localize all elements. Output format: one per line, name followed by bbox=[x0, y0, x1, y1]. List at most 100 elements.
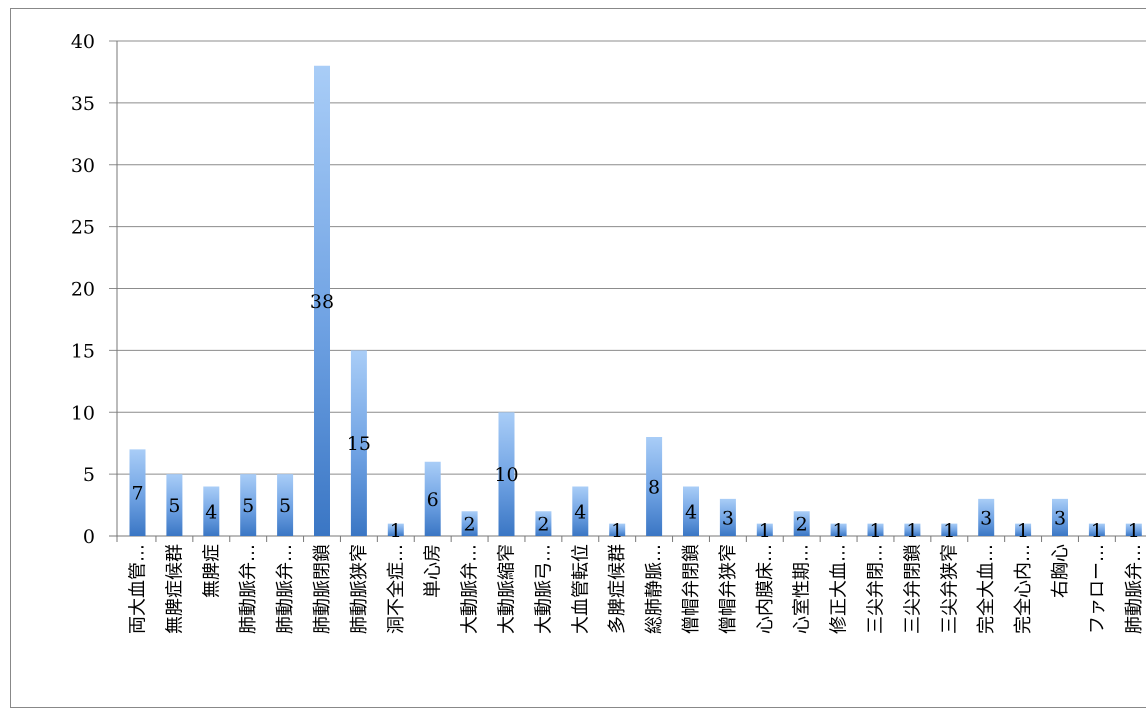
data-label: 4 bbox=[574, 501, 586, 523]
x-category-label: 肺動脈閉鎖 bbox=[312, 544, 333, 634]
x-category-label: 肺動脈弁… bbox=[238, 544, 259, 634]
data-label: 4 bbox=[685, 501, 697, 523]
x-category-label: 心内膜床… bbox=[755, 544, 776, 634]
bar bbox=[535, 511, 552, 536]
bar bbox=[498, 412, 515, 536]
y-tick-label: 40 bbox=[71, 31, 95, 53]
data-label: 1 bbox=[869, 520, 881, 542]
data-label: 1 bbox=[390, 520, 402, 542]
bars bbox=[129, 65, 1142, 536]
y-tick-label: 25 bbox=[71, 217, 95, 239]
x-category-label: 多脾症候群 bbox=[607, 544, 628, 634]
bar bbox=[646, 437, 663, 536]
bar bbox=[830, 523, 847, 536]
x-category-label: 大動脈弁… bbox=[460, 544, 481, 634]
data-label: 1 bbox=[833, 520, 845, 542]
data-label: 8 bbox=[648, 477, 660, 499]
data-label: 5 bbox=[279, 495, 291, 517]
bar bbox=[166, 474, 183, 536]
y-tick-label: 0 bbox=[83, 526, 95, 548]
x-category-label: 総肺静脈… bbox=[644, 544, 665, 634]
bar bbox=[572, 486, 589, 536]
bar bbox=[387, 523, 404, 536]
bar bbox=[203, 486, 220, 536]
data-label: 4 bbox=[205, 501, 217, 523]
x-category-label: 肺動脈弁… bbox=[1124, 544, 1145, 634]
x-category-label: 無脾症候群 bbox=[164, 544, 185, 634]
data-labels: 7 5 4 5 5 38 15 1 6 2 10 2 4 1 8 4 3 1 2 1 1 1 1 3 1 3 1 1 bbox=[131, 291, 1139, 542]
x-category-label: 僧帽弁閉鎖 bbox=[681, 544, 702, 634]
bar bbox=[314, 65, 330, 536]
x-category-label: 三尖弁閉… bbox=[866, 544, 887, 634]
bar bbox=[978, 498, 995, 536]
data-label: 3 bbox=[1054, 507, 1066, 529]
y-tick-label: 10 bbox=[71, 402, 95, 424]
data-label: 38 bbox=[310, 291, 334, 313]
bar bbox=[240, 474, 257, 536]
x-category-label: 修正大血… bbox=[829, 544, 850, 634]
data-label: 1 bbox=[1017, 520, 1029, 542]
bar bbox=[941, 523, 958, 536]
data-label: 1 bbox=[1091, 520, 1103, 542]
bar bbox=[756, 523, 773, 536]
data-label: 7 bbox=[131, 483, 143, 505]
y-tick-label: 5 bbox=[83, 464, 95, 486]
chart-frame bbox=[10, 8, 1146, 708]
x-category-label: 無脾症 bbox=[201, 544, 222, 598]
bar bbox=[904, 523, 921, 536]
data-label: 1 bbox=[611, 520, 623, 542]
bar bbox=[793, 511, 810, 536]
data-label: 1 bbox=[1128, 520, 1140, 542]
data-label: 2 bbox=[796, 514, 808, 536]
data-label: 2 bbox=[537, 514, 549, 536]
x-category-label: 三尖弁閉鎖 bbox=[902, 544, 923, 634]
data-label: 1 bbox=[943, 520, 955, 542]
y-tick-label: 30 bbox=[71, 155, 95, 177]
bar-chart: 0 5 10 15 20 25 30 35 40 7 5 4 5 5 38 15 1 6 2 10 2 4 1 8 4 3 1 2 1… bbox=[71, 31, 1146, 634]
bar bbox=[609, 523, 626, 536]
data-label: 3 bbox=[722, 507, 734, 529]
x-category-label: 完全大血… bbox=[976, 544, 997, 634]
gridlines bbox=[109, 40, 1146, 542]
bar bbox=[683, 486, 699, 536]
data-label: 1 bbox=[759, 520, 771, 542]
data-label: 1 bbox=[906, 520, 918, 542]
data-label: 2 bbox=[464, 514, 476, 536]
x-category-label: 洞不全症… bbox=[386, 544, 407, 634]
bar bbox=[424, 461, 441, 536]
bar bbox=[129, 449, 146, 536]
data-label: 6 bbox=[427, 489, 439, 511]
data-label: 15 bbox=[347, 433, 371, 455]
bar bbox=[1088, 523, 1105, 536]
x-category-label: 肺動脈弁… bbox=[275, 544, 296, 634]
x-category-label: 完全心内… bbox=[1013, 544, 1034, 634]
x-category-label: 大血管転位 bbox=[570, 544, 591, 634]
x-category-label: 単心房 bbox=[423, 544, 444, 598]
x-category-label: 僧帽弁狭窄 bbox=[718, 544, 739, 634]
y-tick-label: 20 bbox=[71, 279, 95, 301]
bar bbox=[277, 474, 294, 536]
bar bbox=[867, 523, 884, 536]
bar bbox=[461, 511, 478, 536]
bar bbox=[350, 350, 367, 536]
bar bbox=[719, 498, 736, 536]
y-tick-label: 15 bbox=[71, 340, 95, 362]
x-category-label: 肺動脈狭窄 bbox=[349, 544, 370, 634]
data-label: 3 bbox=[980, 507, 992, 529]
bar bbox=[1125, 523, 1142, 536]
x-category-label: ファロー… bbox=[1087, 544, 1108, 634]
x-category-label: 右胸心 bbox=[1050, 544, 1071, 598]
data-label: 10 bbox=[494, 464, 518, 486]
x-category-label: 心室性期… bbox=[792, 544, 813, 634]
x-axis-category-labels: 両大血管… 無脾症候群 無脾症 肺動脈弁… 肺動脈弁… 肺動脈閉鎖 肺動脈狭窄 洞不全症… 単心… bbox=[128, 544, 1145, 634]
bar bbox=[1015, 523, 1032, 536]
data-label: 5 bbox=[242, 495, 254, 517]
y-tick-label: 35 bbox=[71, 93, 95, 115]
x-category-label: 三尖弁狭窄 bbox=[939, 544, 960, 634]
bar bbox=[1052, 498, 1068, 536]
x-category-label: 大動脈弓… bbox=[533, 544, 554, 634]
x-category-label: 大動脈縮窄 bbox=[497, 544, 518, 634]
data-label: 5 bbox=[168, 495, 180, 517]
y-axis-ticks: 0 5 10 15 20 25 30 35 40 bbox=[71, 31, 95, 548]
x-category-label: 両大血管… bbox=[128, 544, 149, 634]
